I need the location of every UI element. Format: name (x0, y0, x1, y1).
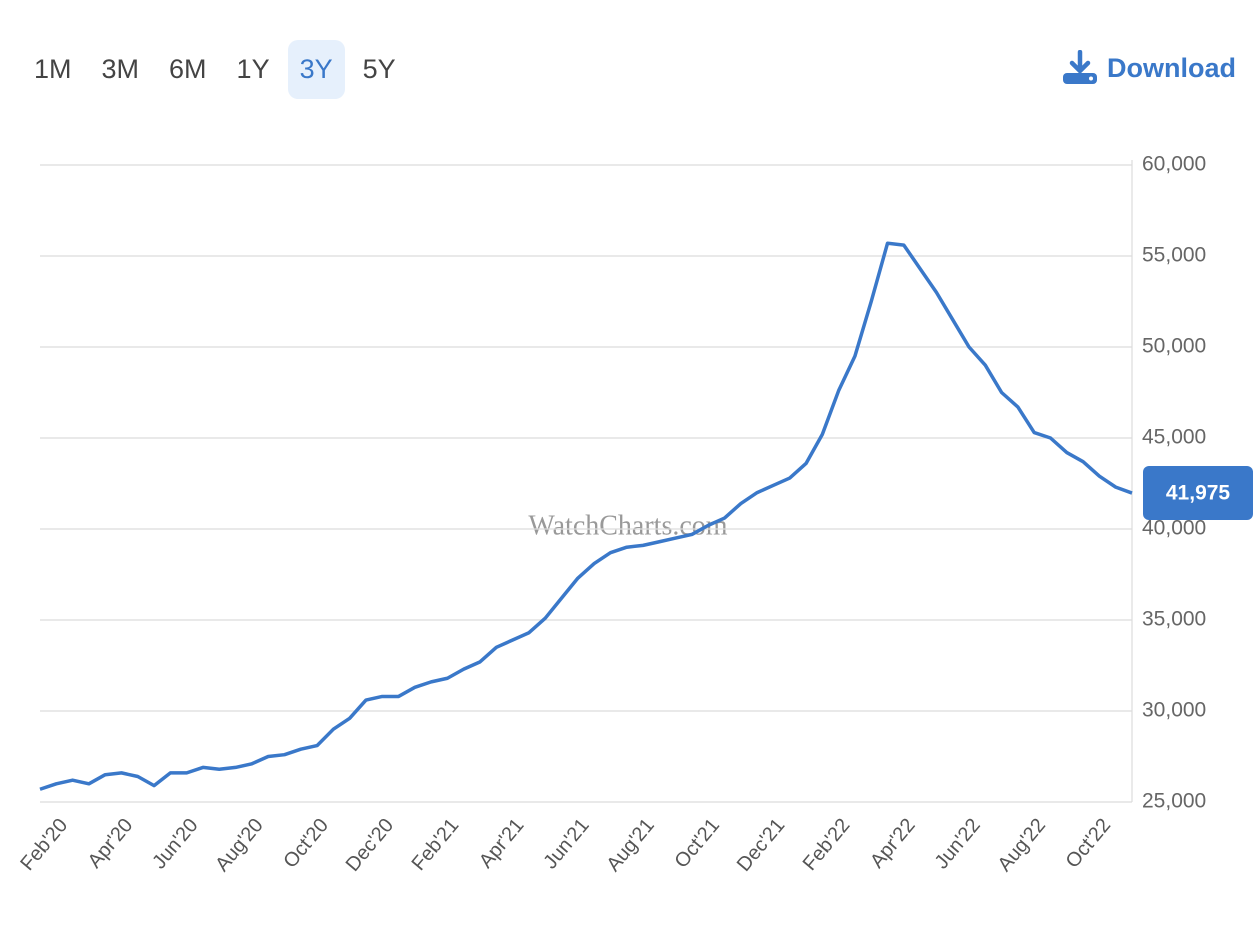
x-tick-label: Jun'21 (539, 814, 593, 873)
download-icon (1063, 50, 1097, 84)
y-tick-label: 30,000 (1142, 699, 1206, 722)
range-button[interactable]: 1Y (236, 54, 270, 84)
y-tick-label: 40,000 (1142, 517, 1206, 540)
y-tick-label: 45,000 (1142, 426, 1206, 449)
range-button[interactable]: 3Y (287, 40, 345, 99)
y-tick-label: 55,000 (1142, 244, 1206, 267)
last-value-badge (1143, 466, 1253, 521)
x-tick-label: Dec'20 (342, 814, 398, 875)
x-tick-label: Apr'22 (866, 814, 920, 872)
price-line (39, 241, 1133, 791)
x-tick-label: Apr'20 (84, 814, 138, 872)
x-tick-label: Oct'21 (671, 814, 725, 872)
x-tick-label: Aug'21 (602, 814, 658, 875)
y-tick-label: 50,000 (1142, 335, 1206, 358)
x-tick-label: Feb'21 (408, 814, 464, 875)
x-tick-label: Apr'21 (475, 814, 529, 872)
x-tick-label: Aug'20 (211, 814, 267, 875)
x-tick-label: Jun'22 (931, 814, 985, 873)
range-buttons: 1M 3M 6M 1Y 3Y 5Y (22, 40, 408, 99)
range-button[interactable]: 6M (169, 54, 207, 84)
range-button[interactable]: 3M (101, 54, 140, 84)
x-tick-label: Oct'22 (1062, 814, 1116, 872)
y-tick-label: 35,000 (1142, 608, 1206, 631)
download-button[interactable]: Download (1061, 50, 1236, 86)
x-tick-label: Aug'22 (994, 814, 1050, 875)
last-value-label: 41,975 (1166, 482, 1231, 505)
range-button[interactable]: 1M (34, 54, 72, 84)
watermark: WatchCharts.com (528, 510, 727, 541)
y-tick-label: 60,000 (1142, 153, 1206, 176)
y-tick-label: 25,000 (1142, 790, 1206, 813)
download-label[interactable]: Download (1107, 52, 1236, 83)
x-tick-label: Feb'22 (799, 814, 855, 875)
range-button[interactable]: 5Y (362, 54, 396, 84)
x-tick-label: Jun'20 (148, 814, 202, 873)
x-tick-label: Feb'20 (16, 814, 72, 875)
x-tick-label: Dec'21 (733, 814, 789, 875)
x-tick-label: Oct'20 (279, 814, 333, 872)
